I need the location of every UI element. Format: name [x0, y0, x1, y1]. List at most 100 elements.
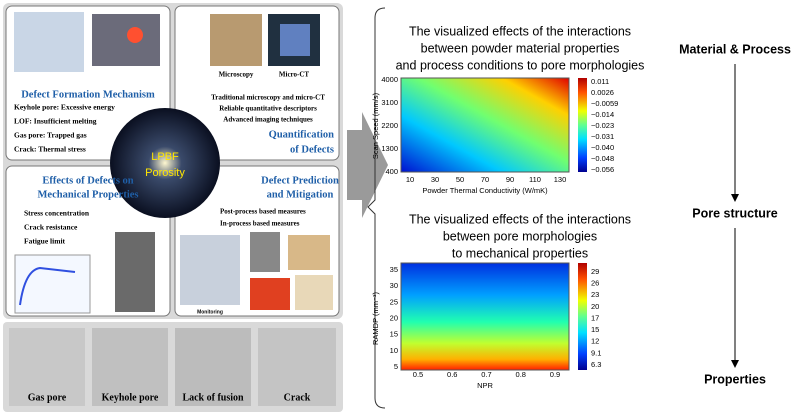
arrow-area — [347, 7, 388, 409]
colorbar-tick-label: −0.031 — [591, 132, 614, 141]
pore-image — [288, 235, 330, 270]
colorbar-tick-label: 0.011 — [591, 77, 609, 86]
bracket — [367, 7, 386, 409]
colorbar-tick-label: 26 — [591, 279, 599, 288]
heatmap-2 — [400, 262, 570, 371]
x-tick-label: 0.6 — [447, 370, 457, 379]
arrowhead — [731, 360, 739, 368]
x-tick-label: 0.8 — [516, 370, 526, 379]
y-tick-label: 1300 — [381, 144, 398, 153]
colorbar-tick-label: −0.014 — [591, 110, 614, 119]
heatmaps — [400, 77, 587, 371]
colorbar-tick-label: 23 — [591, 290, 599, 299]
colorbar-tick-label: 20 — [591, 302, 599, 311]
colorbar-tick-label: −0.023 — [591, 121, 614, 130]
bullet: Gas pore: Trapped gas — [14, 131, 87, 140]
x-tick-label: 90 — [506, 175, 514, 184]
bullet: LOF: Insufficient melting — [14, 117, 97, 126]
y-axis-label: Scan Speed (mm/s) — [371, 92, 380, 159]
bullet: Stress concentration — [24, 209, 90, 218]
big-arrow — [347, 112, 388, 218]
map-title: and process conditions to pore morpholog… — [396, 58, 645, 72]
x-tick-label: 50 — [456, 175, 464, 184]
defect-label: Keyhole pore — [102, 392, 159, 403]
colorbar-tick-label: −0.048 — [591, 154, 614, 163]
map-image — [250, 278, 290, 310]
box-title: Mechanical Properties — [38, 189, 139, 200]
defect-image — [92, 328, 168, 406]
y-tick-label: 15 — [390, 330, 398, 339]
defect-label: Crack — [284, 392, 311, 403]
machine-image — [14, 12, 84, 72]
curve-plot — [14, 254, 91, 314]
colorbar-tick-label: 0.0026 — [591, 88, 614, 97]
map-title: to mechanical properties — [452, 246, 588, 260]
box-title: Effects of Defects on — [42, 175, 133, 186]
y-tick-label: 2200 — [381, 121, 398, 130]
x-tick-label: 110 — [529, 175, 541, 184]
x-tick-label: 70 — [481, 175, 489, 184]
flow-arrows — [731, 64, 739, 368]
y-tick-label: 30 — [390, 281, 398, 290]
defect-image — [258, 328, 336, 406]
image-label: Monitoring — [197, 309, 223, 315]
map-title: between pore morphologies — [443, 229, 597, 243]
microct-sample — [280, 24, 310, 56]
flow-label: Material & Process — [679, 42, 791, 56]
map-title: between powder material properties — [421, 41, 620, 55]
bullet: Reliable quantitative descriptors — [219, 105, 317, 113]
left-panel — [3, 3, 343, 412]
flow-label: Pore structure — [692, 206, 777, 220]
x-tick-label: 0.5 — [413, 370, 423, 379]
map-title: The visualized effects of the interactio… — [409, 212, 631, 226]
center-label: LPBF — [151, 151, 179, 163]
x-tick-label: 0.9 — [550, 370, 560, 379]
bullet: Crack resistance — [24, 223, 78, 232]
sensor-image — [250, 232, 280, 272]
x-tick-label: 30 — [431, 175, 439, 184]
box-title: and Mitigation — [267, 189, 334, 200]
y-tick-label: 20 — [390, 313, 398, 322]
y-axis-label: RAMDP (mm⁻³) — [371, 292, 380, 345]
laser-image — [92, 14, 160, 66]
microscopy-image — [210, 14, 262, 66]
bullet: Crack: Thermal stress — [14, 145, 86, 154]
curve — [19, 266, 76, 306]
box-title: Defect Formation Mechanism — [21, 89, 155, 100]
defect-image — [175, 328, 251, 406]
box-title: of Defects — [290, 144, 334, 155]
bullet: Post-process based measures — [220, 208, 306, 216]
x-axis-label: Powder Thermal Conductivity (W/mK) — [422, 186, 548, 195]
bullet: Traditional microscopy and micro-CT — [211, 94, 325, 102]
melt-pool — [127, 27, 143, 43]
tester-image — [115, 232, 155, 312]
image-label: Microscopy — [219, 71, 254, 79]
center-circle — [110, 108, 220, 218]
center-label: Porosity — [145, 167, 185, 179]
colorbar-tick-label: 9.1 — [591, 348, 601, 357]
y-tick-label: 400 — [385, 167, 398, 176]
defect-label: Lack of fusion — [182, 392, 244, 403]
defect-label: Gas pore — [28, 392, 67, 403]
bullet: In-process based measures — [220, 220, 300, 228]
x-tick-label: 0.7 — [481, 370, 491, 379]
y-tick-label: 5 — [394, 362, 398, 371]
flow-label: Properties — [704, 372, 766, 386]
colorbar-tick-label: 29 — [591, 267, 599, 276]
colorbar-tick-label: −0.040 — [591, 143, 614, 152]
map-title: The visualized effects of the interactio… — [409, 24, 631, 38]
pore-image — [295, 275, 333, 310]
defect-image — [9, 328, 85, 406]
colorbar-tick-label: 12 — [591, 337, 599, 346]
colorbar-tick-label: 6.3 — [591, 360, 601, 369]
bullet: Keyhole pore: Excessive energy — [14, 103, 115, 112]
monitor-image — [180, 235, 240, 305]
box-title: Defect Prediction — [261, 175, 339, 186]
bullet: Fatigue limit — [24, 237, 66, 246]
y-tick-label: 25 — [390, 297, 398, 306]
colorbar-1 — [578, 78, 587, 172]
y-tick-label: 35 — [390, 265, 398, 274]
colorbar-tick-label: −0.0059 — [591, 99, 618, 108]
x-axis-label: NPR — [477, 381, 493, 390]
